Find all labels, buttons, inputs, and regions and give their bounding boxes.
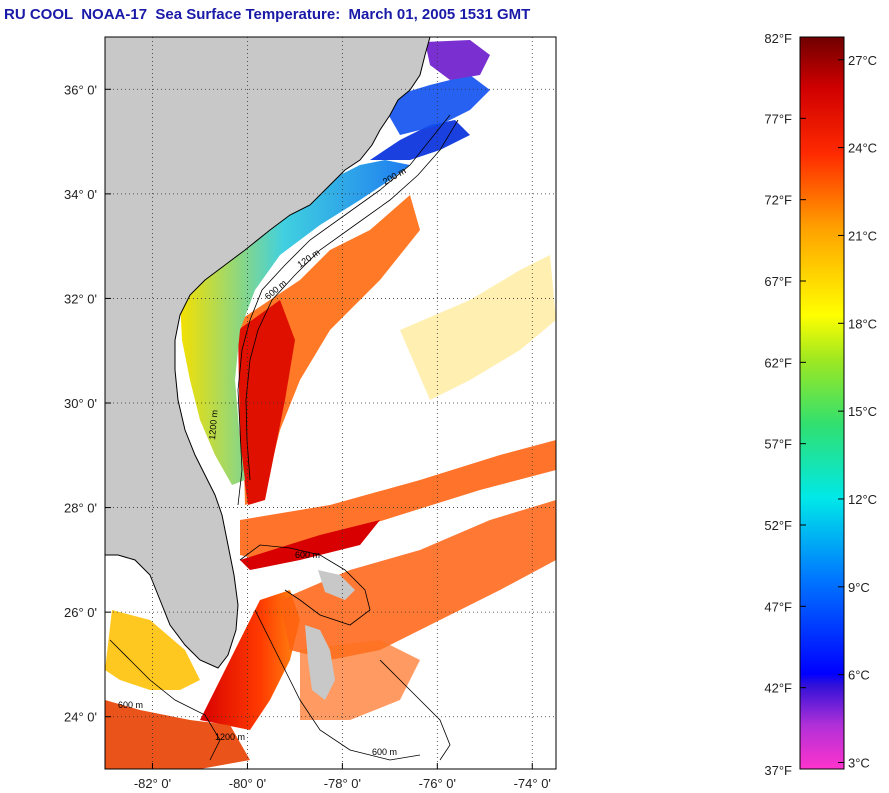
latitude-tick-label: 32° 0' xyxy=(64,291,97,306)
fahrenheit-label: 57°F xyxy=(764,437,792,452)
longitude-tick-label: -82° 0' xyxy=(134,776,171,791)
longitude-tick-label: -74° 0' xyxy=(514,776,551,791)
fahrenheit-label: 47°F xyxy=(764,599,792,614)
celsius-label: 15°C xyxy=(848,404,877,419)
celsius-label: 12°C xyxy=(848,492,877,507)
celsius-label: 3°C xyxy=(848,755,870,770)
longitude-tick-label: -80° 0' xyxy=(229,776,266,791)
contour-label: 1200 m xyxy=(215,732,245,742)
celsius-labels: 27°C 24°C 21°C 18°C 15°C 12°C 9°C 6°C 3°C xyxy=(838,53,877,770)
longitude-labels: -82° 0' -80° 0' -78° 0' -76° 0' -74° 0' xyxy=(134,763,551,791)
contour-label: 600 m xyxy=(295,550,320,560)
fahrenheit-label: 42°F xyxy=(764,681,792,696)
latitude-tick-label: 24° 0' xyxy=(64,710,97,725)
contour-label: 600 m xyxy=(118,700,143,710)
land-mask xyxy=(105,37,430,700)
colorbar-frame xyxy=(799,36,845,770)
bathymetry-contours xyxy=(109,114,459,761)
latitude-tick-label: 34° 0' xyxy=(64,187,97,202)
latitude-tick-label: 26° 0' xyxy=(64,605,97,620)
celsius-label: 9°C xyxy=(848,580,870,595)
fahrenheit-label: 77°F xyxy=(764,111,792,126)
longitude-tick-label: -76° 0' xyxy=(419,776,456,791)
latitude-tick-label: 28° 0' xyxy=(64,501,97,516)
contour-label: 600 m xyxy=(372,747,397,757)
celsius-label: 27°C xyxy=(848,53,877,68)
fahrenheit-labels: 82°F 77°F 72°F 67°F 62°F 57°F 52°F 47°F 42°F 37°F xyxy=(764,31,806,778)
fahrenheit-label: 37°F xyxy=(764,763,792,778)
celsius-label: 21°C xyxy=(848,228,877,243)
celsius-label: 18°C xyxy=(848,316,877,331)
latitude-tick-label: 36° 0' xyxy=(64,82,97,97)
fahrenheit-label: 72°F xyxy=(764,193,792,208)
celsius-label: 24°C xyxy=(848,141,877,156)
temperature-colorbar: 82°F 77°F 72°F 67°F 62°F 57°F 52°F 47°F 42°F 37°F… xyxy=(764,31,877,778)
map-plot-area: 200 m 120 m 600 m 1200 m 600 m 600 m 120… xyxy=(105,37,556,769)
fahrenheit-label: 62°F xyxy=(764,355,792,370)
latitude-labels: 24° 0' 26° 0' 28° 0' 30° 0' 32° 0' 34° 0' 36° … xyxy=(64,82,111,725)
fahrenheit-label: 52°F xyxy=(764,518,792,533)
latitude-tick-label: 30° 0' xyxy=(64,396,97,411)
celsius-label: 6°C xyxy=(848,668,870,683)
contour-label: 1200 m xyxy=(207,409,220,440)
fahrenheit-label: 82°F xyxy=(764,31,792,46)
map-title: RU COOL NOAA-17 Sea Surface Temperature:… xyxy=(4,6,531,23)
coastline xyxy=(105,37,431,669)
colorbar-gradient xyxy=(800,37,844,769)
longitude-tick-label: -78° 0' xyxy=(324,776,361,791)
fahrenheit-label: 67°F xyxy=(764,274,792,289)
